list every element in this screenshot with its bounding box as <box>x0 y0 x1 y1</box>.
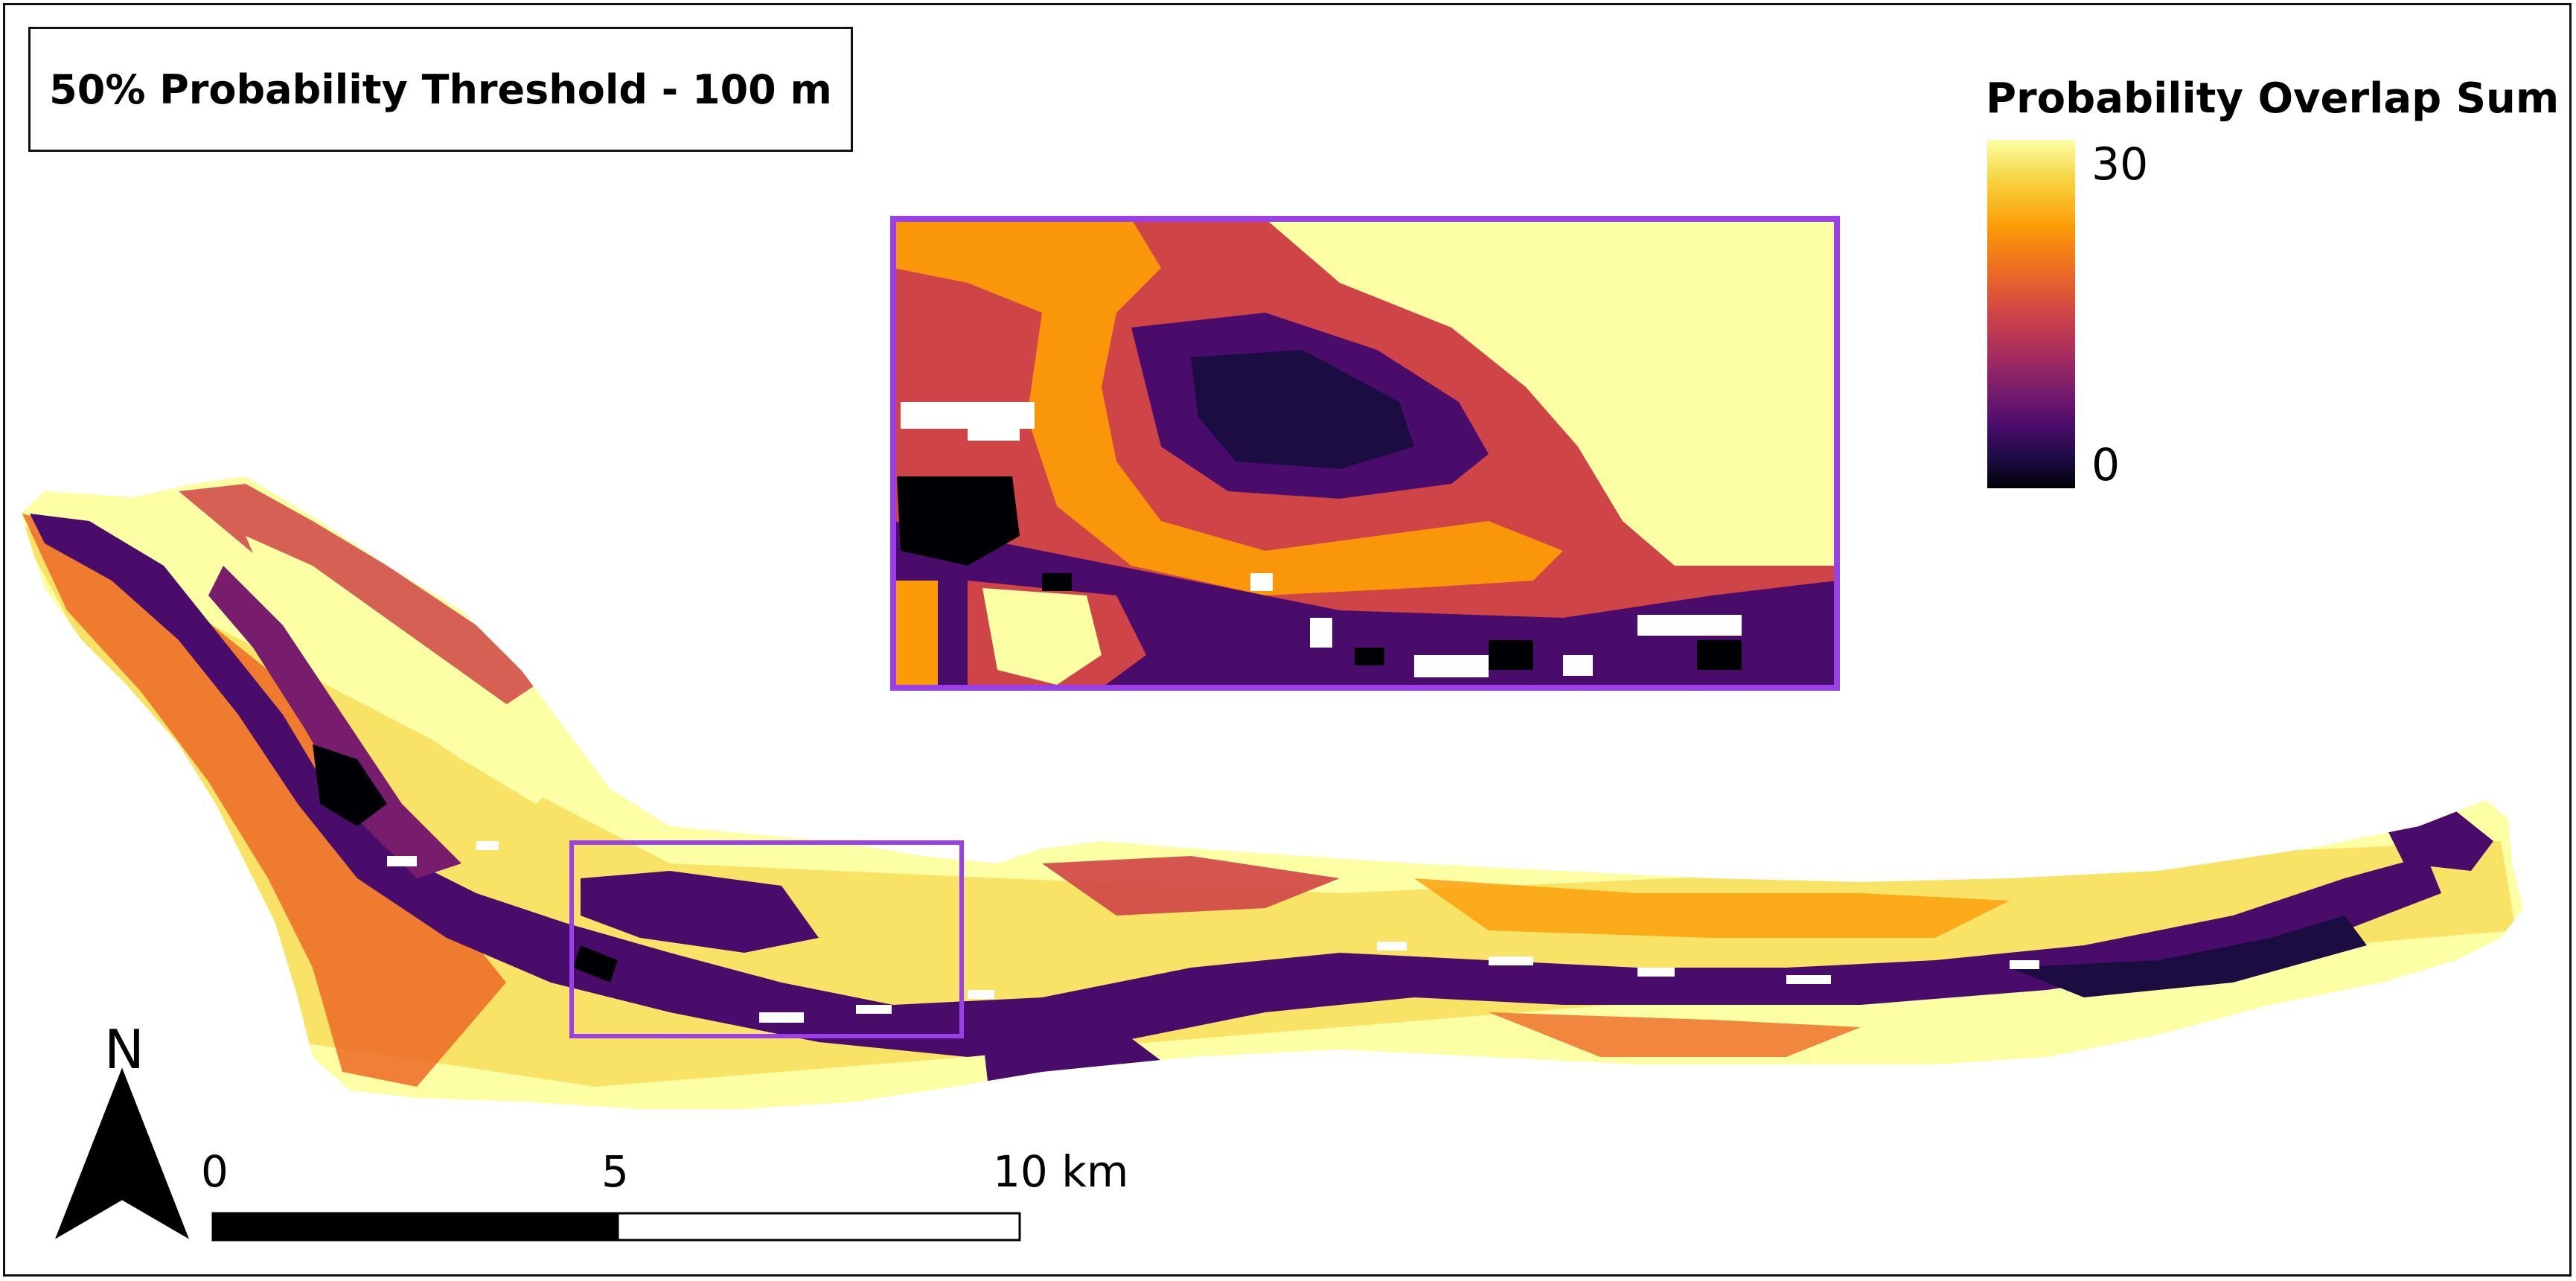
scale-bar <box>211 1212 1021 1242</box>
legend-title: Probability Overlap Sum <box>1986 74 2560 123</box>
inset-extent-box <box>569 840 964 1038</box>
map-title: 50% Probability Threshold - 100 m <box>49 66 832 113</box>
legend-min-label: 0 <box>2091 439 2120 491</box>
north-label: N <box>104 1018 144 1081</box>
scale-label-10: 10 km <box>993 1146 1129 1197</box>
legend-max-label: 30 <box>2091 138 2149 191</box>
map-title-box: 50% Probability Threshold - 100 m <box>28 27 853 152</box>
scale-label-0: 0 <box>201 1146 228 1197</box>
scale-label-5: 5 <box>601 1146 629 1197</box>
north-arrow-icon <box>55 1067 189 1239</box>
inset-map <box>890 216 1840 691</box>
legend-color-ramp <box>1987 140 2075 488</box>
